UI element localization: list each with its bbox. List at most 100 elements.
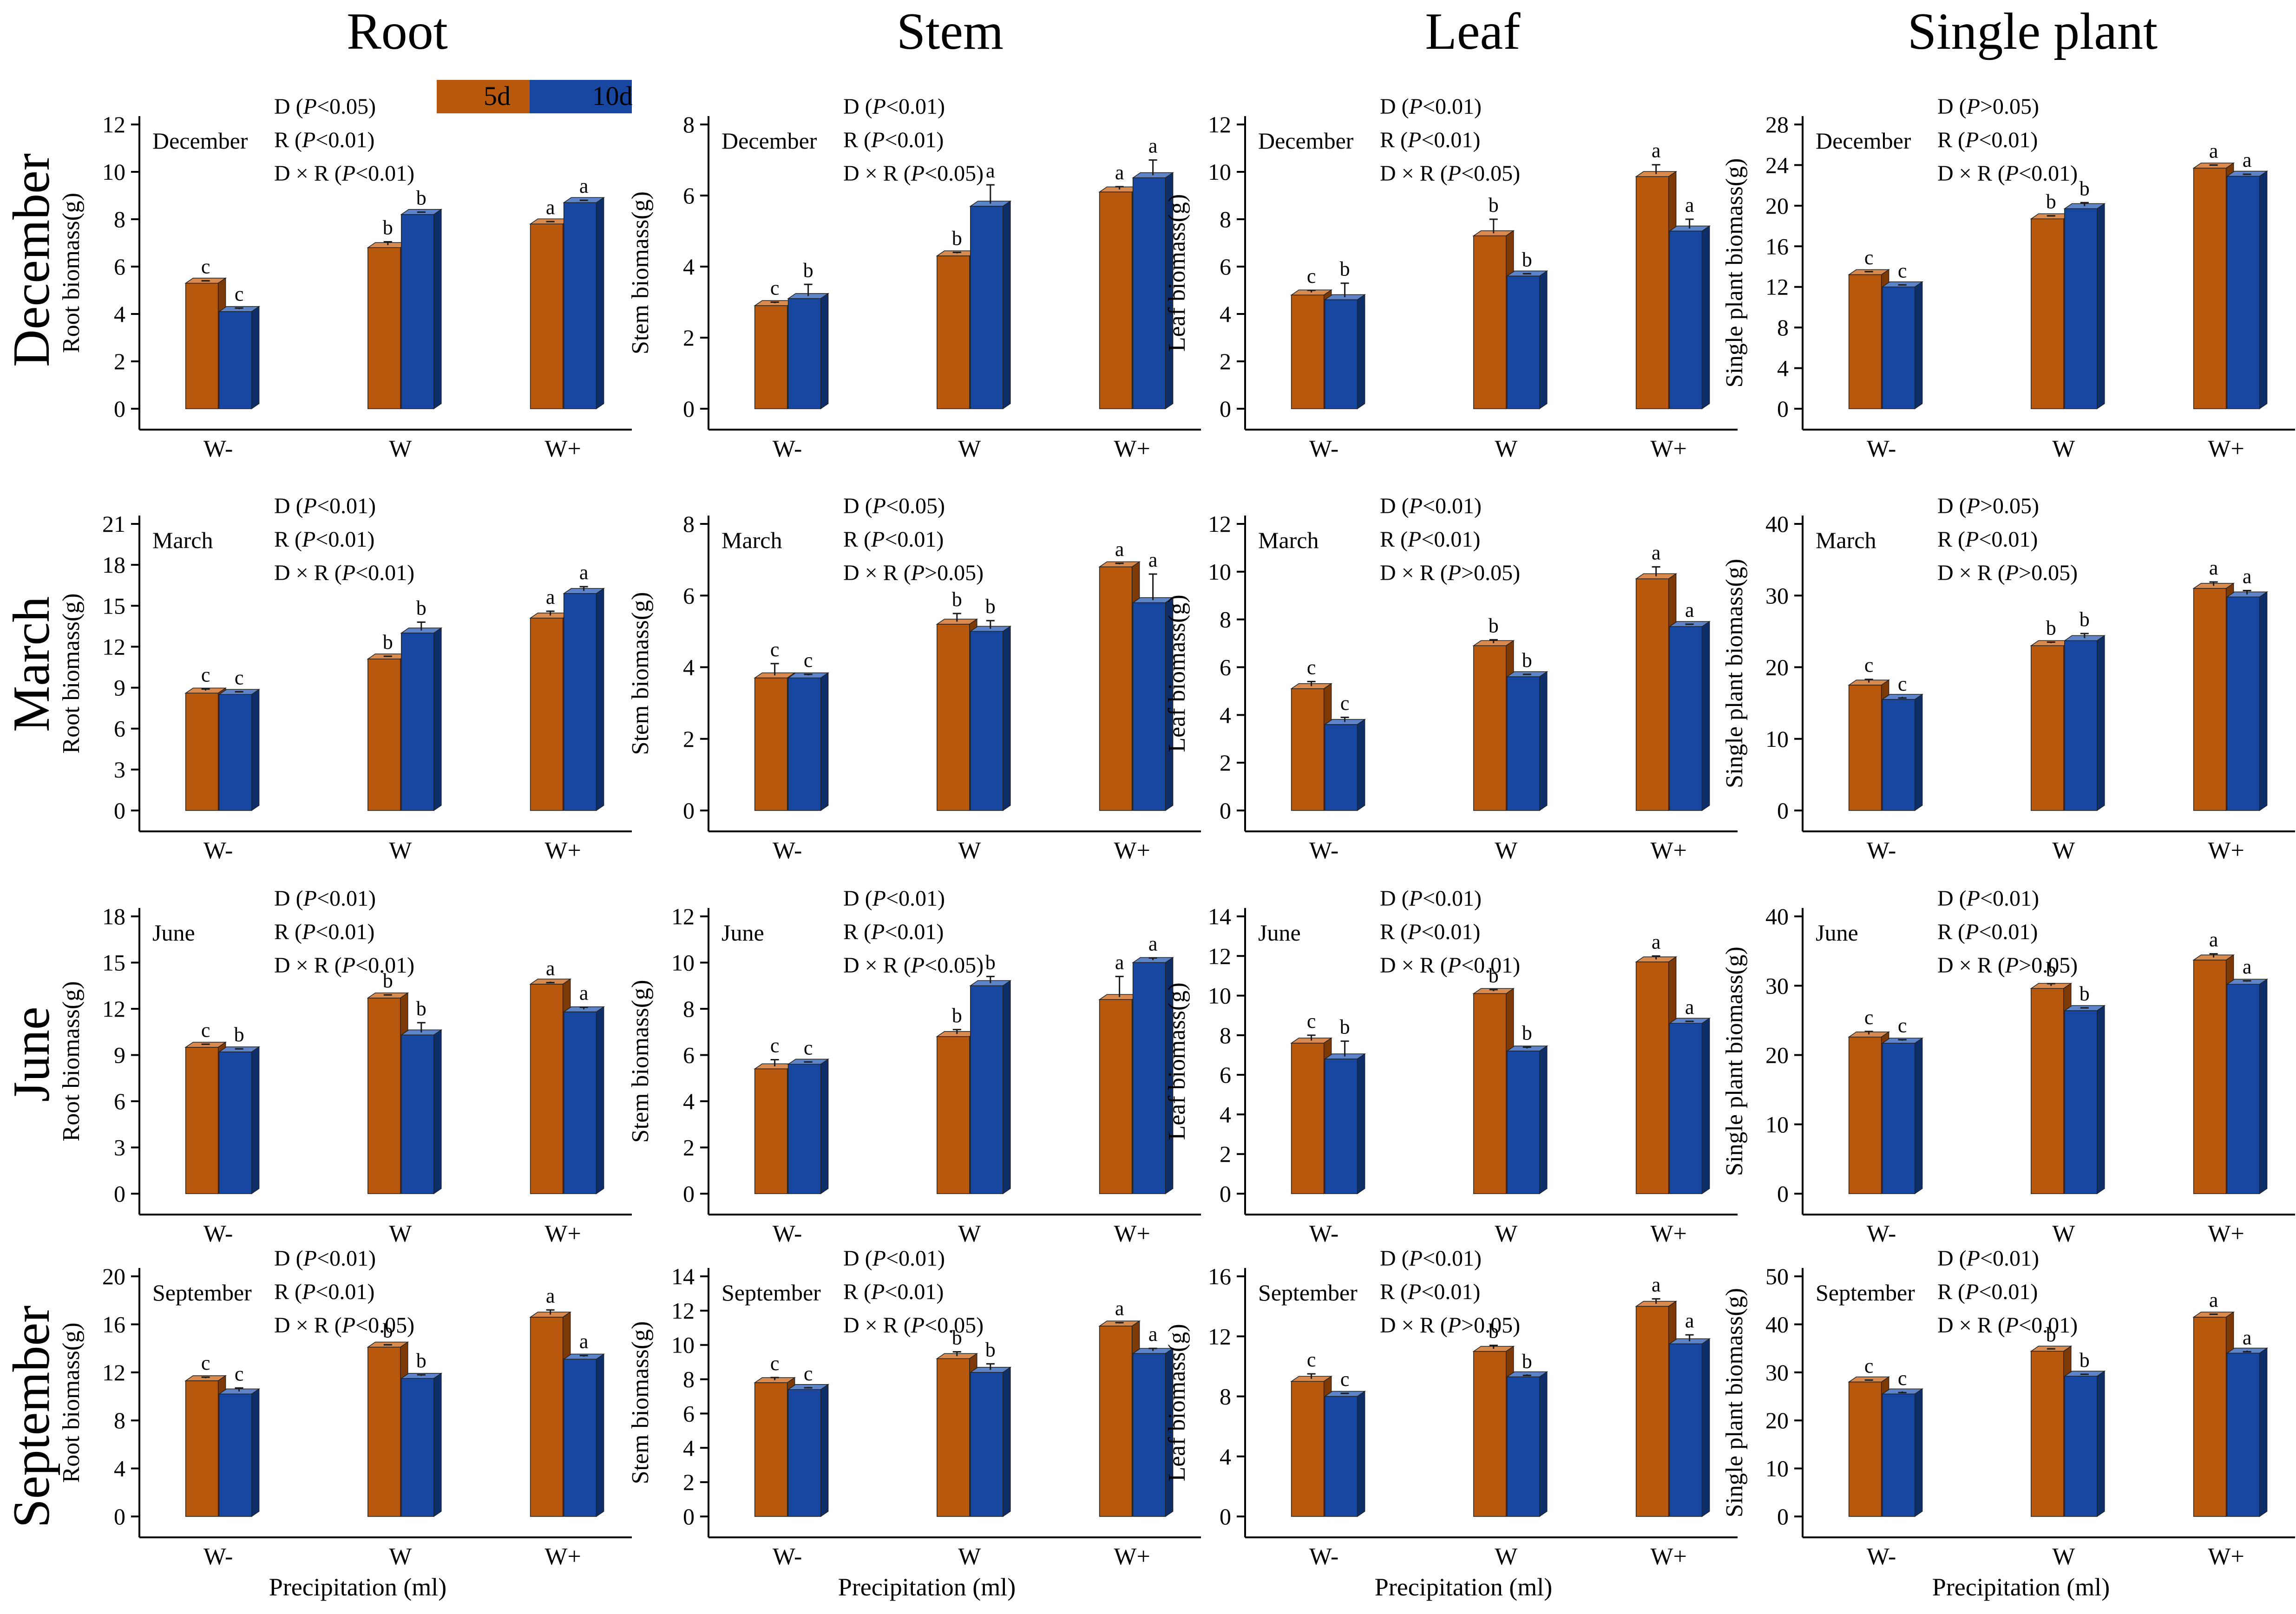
significance-letter: a xyxy=(1115,1297,1124,1320)
bar xyxy=(563,1359,597,1517)
bar-side-face xyxy=(1003,625,1011,811)
x-tick-label: W- xyxy=(773,1543,802,1570)
significance-letter: a xyxy=(579,175,589,197)
y-tick-label: 8 xyxy=(683,111,695,137)
y-tick-label: 20 xyxy=(1765,193,1789,219)
stat-line: D × R (P<0.05) xyxy=(843,1313,984,1338)
y-axis-label: Single plant biomass(g) xyxy=(1721,947,1748,1176)
y-tick-label: 2 xyxy=(1220,1141,1231,1167)
y-tick-label: 6 xyxy=(114,1088,125,1114)
chart-panel-13: 0 2 4 6 8 10 12 14 Stem biomass(g) September D (P<… xyxy=(627,1246,1201,1601)
bar xyxy=(1132,962,1166,1194)
x-tick-label: W xyxy=(389,436,412,462)
bar-side-face xyxy=(1701,1338,1710,1517)
x-tick-label: W- xyxy=(1309,1221,1339,1247)
bar xyxy=(1635,1306,1669,1517)
bar xyxy=(1132,602,1166,811)
significance-letter: a xyxy=(2209,556,2218,579)
significance-letter: a xyxy=(1652,1273,1661,1296)
bar-side-face xyxy=(1914,1037,1923,1195)
y-axis-label: Leaf biomass(g) xyxy=(1164,595,1190,752)
bar xyxy=(1848,1036,1882,1194)
bar xyxy=(1507,1051,1540,1194)
x-axis-label: Precipitation (ml) xyxy=(838,1573,1016,1601)
significance-letter: c xyxy=(770,638,780,661)
bar xyxy=(2226,176,2260,409)
y-tick-label: 12 xyxy=(671,903,695,929)
y-tick-label: 12 xyxy=(102,996,125,1022)
bar xyxy=(754,1068,788,1194)
bar xyxy=(2193,1317,2227,1517)
stat-line: D × R (P>0.05) xyxy=(1380,561,1520,585)
bar-side-face xyxy=(1701,225,1710,410)
stat-line: D × R (P>0.05) xyxy=(1937,561,2078,585)
y-tick-label: 0 xyxy=(1777,396,1789,422)
bar xyxy=(937,1358,970,1517)
significance-letter: c xyxy=(1898,1367,1907,1390)
y-tick-label: 0 xyxy=(1777,797,1789,823)
significance-letter: c xyxy=(1898,673,1907,695)
bar xyxy=(218,1052,252,1194)
significance-letter: a xyxy=(2243,565,2252,588)
stat-line: D × R (P<0.01) xyxy=(1937,1313,2078,1338)
significance-letter: c xyxy=(804,649,813,672)
y-tick-label: 8 xyxy=(1220,607,1231,633)
bar-side-face xyxy=(1539,1045,1548,1195)
stat-line: R (P<0.01) xyxy=(274,920,374,944)
y-tick-label: 2 xyxy=(683,726,695,752)
y-tick-label: 0 xyxy=(1220,396,1231,422)
y-tick-label: 10 xyxy=(1765,1456,1789,1482)
y-tick-label: 40 xyxy=(1765,903,1789,929)
significance-letter: b xyxy=(985,1338,996,1361)
stat-line: R (P<0.01) xyxy=(1380,1280,1480,1304)
y-tick-label: 20 xyxy=(1765,1042,1789,1068)
significance-letter: a xyxy=(1115,161,1124,184)
y-tick-label: 2 xyxy=(1220,750,1231,776)
x-tick-label: W xyxy=(958,1543,981,1570)
y-tick-label: 4 xyxy=(1777,355,1789,381)
stat-line: D (P<0.01) xyxy=(843,886,945,911)
bar xyxy=(1324,299,1358,409)
significance-letter: a xyxy=(986,159,995,182)
x-axis-label: Precipitation (ml) xyxy=(269,1573,446,1601)
bar xyxy=(1473,1351,1507,1517)
bar-side-face xyxy=(2097,203,2105,410)
legend-swatch-5d xyxy=(437,80,530,113)
y-tick-label: 16 xyxy=(1208,1263,1231,1289)
x-tick-label: W- xyxy=(773,1221,802,1247)
bar-side-face xyxy=(820,293,829,410)
significance-letter: a xyxy=(1148,549,1158,571)
bar xyxy=(1882,1043,1916,1194)
stat-line: R (P<0.01) xyxy=(1380,128,1480,152)
y-tick-label: 10 xyxy=(671,950,695,976)
stat-line: D (P>0.05) xyxy=(1937,94,2039,119)
bar-side-face xyxy=(596,588,604,811)
bar xyxy=(937,1036,970,1194)
significance-letter: b xyxy=(985,951,996,974)
row-headers: December March June September xyxy=(3,153,60,1528)
y-tick-label: 4 xyxy=(114,1456,125,1482)
bar xyxy=(2031,645,2064,811)
x-tick-label: W xyxy=(2052,1543,2075,1570)
bar xyxy=(970,1372,1004,1517)
significance-letter: a xyxy=(579,561,589,584)
bar xyxy=(401,1034,434,1194)
y-axis-label: Stem biomass(g) xyxy=(627,980,654,1143)
bar-side-face xyxy=(596,1006,604,1195)
bar xyxy=(2064,640,2098,811)
y-tick-label: 10 xyxy=(1765,726,1789,752)
stat-line: D × R (P<0.01) xyxy=(274,161,414,186)
bar xyxy=(1132,1353,1166,1517)
bar xyxy=(367,1346,401,1517)
bar xyxy=(563,202,597,409)
bar-side-face xyxy=(2259,170,2268,410)
bar xyxy=(401,633,434,811)
column-header-single-plant: Single plant xyxy=(1908,3,2158,60)
y-tick-label: 12 xyxy=(102,634,125,660)
x-tick-label: W- xyxy=(203,1221,233,1247)
bar xyxy=(218,1393,252,1517)
chart-panel-5: 0 2 4 6 8 Stem biomass(g) March D (P<0.05) R (P<… xyxy=(627,494,1201,864)
stat-line: D (P<0.01) xyxy=(843,94,945,119)
stat-line: D × R (P<0.05) xyxy=(274,1313,414,1338)
